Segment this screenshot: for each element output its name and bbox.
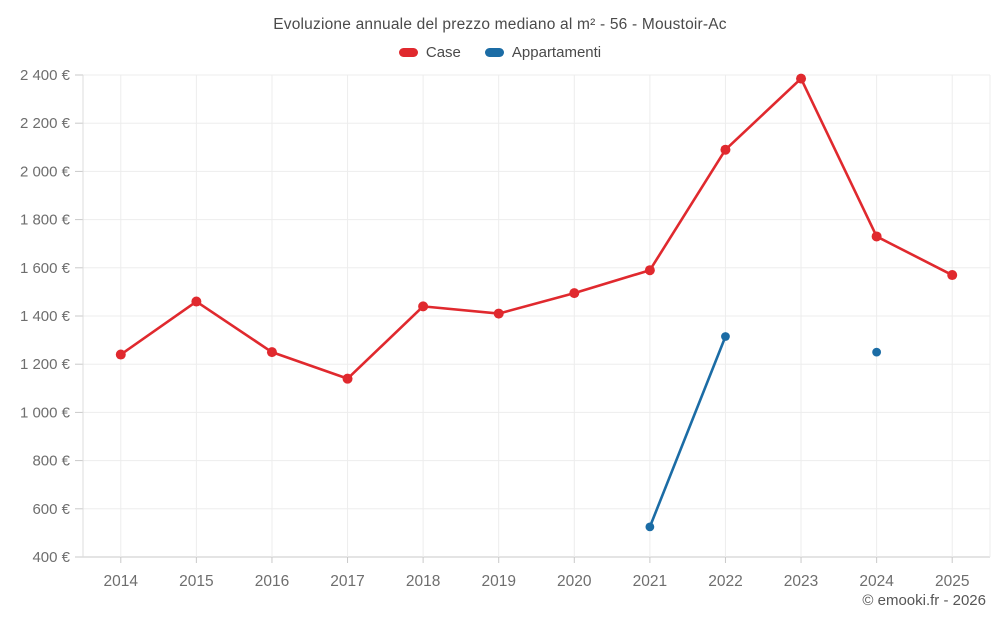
legend-label-appartamenti: Appartamenti bbox=[511, 44, 602, 61]
x-tick-label: 2017 bbox=[330, 573, 364, 590]
y-tick-label: 2 200 € bbox=[20, 115, 71, 132]
x-tick-label: 2021 bbox=[633, 573, 667, 590]
legend: Case Appartamenti bbox=[0, 44, 1000, 61]
data-point-case-2020[interactable] bbox=[569, 288, 580, 299]
appartamenti-series-swatch-icon bbox=[484, 48, 504, 57]
y-tick-label: 1 800 € bbox=[20, 212, 71, 229]
copyright-credit: © emooki.fr - 2026 bbox=[862, 592, 986, 609]
case-series-swatch-icon bbox=[398, 48, 418, 57]
x-tick-label: 2020 bbox=[557, 573, 592, 590]
y-tick-label: 2 400 € bbox=[20, 67, 71, 84]
series-line-case bbox=[119, 77, 954, 380]
x-tick-label: 2014 bbox=[104, 573, 139, 590]
y-tick-label: 1 200 € bbox=[20, 356, 71, 373]
data-point-case-2017[interactable] bbox=[342, 373, 353, 384]
x-tick-label: 2015 bbox=[179, 573, 213, 590]
chart-title: Evoluzione annuale del prezzo mediano al… bbox=[273, 16, 727, 33]
x-tick-label: 2025 bbox=[935, 573, 969, 590]
x-tick-label: 2018 bbox=[406, 573, 440, 590]
y-tick-label: 1 400 € bbox=[20, 308, 71, 325]
data-point-case-2022[interactable] bbox=[720, 144, 731, 155]
data-point-appartamenti-2021[interactable] bbox=[645, 522, 655, 532]
x-tick-label: 2023 bbox=[784, 573, 818, 590]
y-tick-label: 1 000 € bbox=[20, 404, 71, 421]
x-tick-label: 2024 bbox=[859, 573, 894, 590]
data-point-case-2014[interactable] bbox=[115, 349, 126, 360]
y-tick-label: 600 € bbox=[32, 501, 70, 518]
data-point-appartamenti-2024[interactable] bbox=[872, 347, 882, 357]
y-tick-label: 800 € bbox=[32, 453, 70, 470]
x-tick-label: 2022 bbox=[708, 573, 742, 590]
y-tick-label: 400 € bbox=[32, 549, 70, 566]
data-point-case-2023[interactable] bbox=[796, 73, 807, 84]
data-point-case-2016[interactable] bbox=[266, 347, 277, 358]
data-point-appartamenti-2022[interactable] bbox=[721, 332, 730, 341]
series-line-appartamenti bbox=[648, 335, 727, 529]
legend-label-case: Case bbox=[425, 44, 461, 61]
data-point-case-2024[interactable] bbox=[871, 231, 882, 242]
data-point-case-2018[interactable] bbox=[418, 301, 429, 312]
legend-item-appartamenti[interactable]: Appartamenti bbox=[484, 44, 602, 61]
legend-item-case[interactable]: Case bbox=[398, 44, 461, 61]
x-tick-label: 2016 bbox=[255, 573, 289, 590]
data-point-case-2015[interactable] bbox=[191, 296, 202, 307]
y-tick-label: 1 600 € bbox=[20, 260, 71, 277]
y-tick-label: 2 000 € bbox=[20, 163, 71, 180]
data-point-case-2021[interactable] bbox=[644, 265, 655, 276]
data-point-case-2025[interactable] bbox=[947, 270, 958, 281]
data-point-case-2019[interactable] bbox=[493, 308, 504, 319]
x-tick-label: 2019 bbox=[481, 573, 515, 590]
